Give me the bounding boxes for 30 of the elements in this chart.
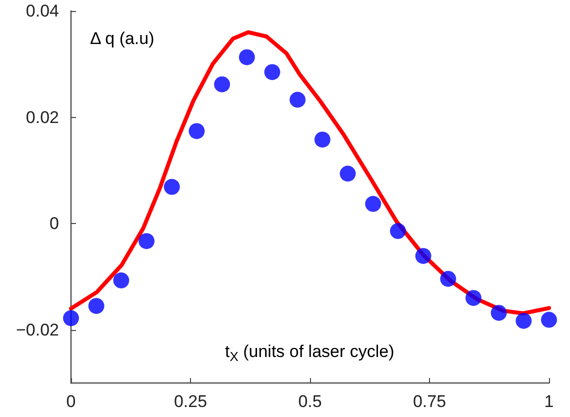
- x-tick-label: 0.5: [298, 392, 322, 411]
- point: [214, 76, 230, 92]
- x-tick-label: 0.75: [412, 392, 446, 411]
- point: [490, 304, 507, 321]
- point: [290, 92, 306, 108]
- point: [63, 310, 79, 326]
- point: [440, 270, 456, 287]
- y-tick-label: 0: [50, 214, 59, 234]
- point: [188, 123, 205, 140]
- x-tick-label: 0: [66, 392, 76, 411]
- point: [390, 223, 406, 240]
- point: [415, 248, 432, 264]
- y-axis-title: Δ q (a.u): [90, 29, 154, 48]
- point: [138, 233, 155, 250]
- point: [541, 312, 557, 328]
- point: [164, 178, 180, 195]
- x-tick-label: 0.25: [174, 392, 208, 411]
- x-tick-label: 1: [544, 392, 554, 411]
- y-tick-label: −0.02: [16, 320, 59, 340]
- point: [340, 166, 356, 182]
- point: [465, 290, 482, 306]
- y-tick-label: 0.04: [26, 2, 59, 20]
- point: [113, 272, 130, 288]
- point: [516, 312, 532, 329]
- point: [365, 196, 382, 212]
- point: [314, 132, 330, 148]
- point: [238, 49, 255, 66]
- y-tick-label: 0.02: [26, 108, 59, 127]
- point: [88, 298, 104, 314]
- point: [264, 64, 280, 80]
